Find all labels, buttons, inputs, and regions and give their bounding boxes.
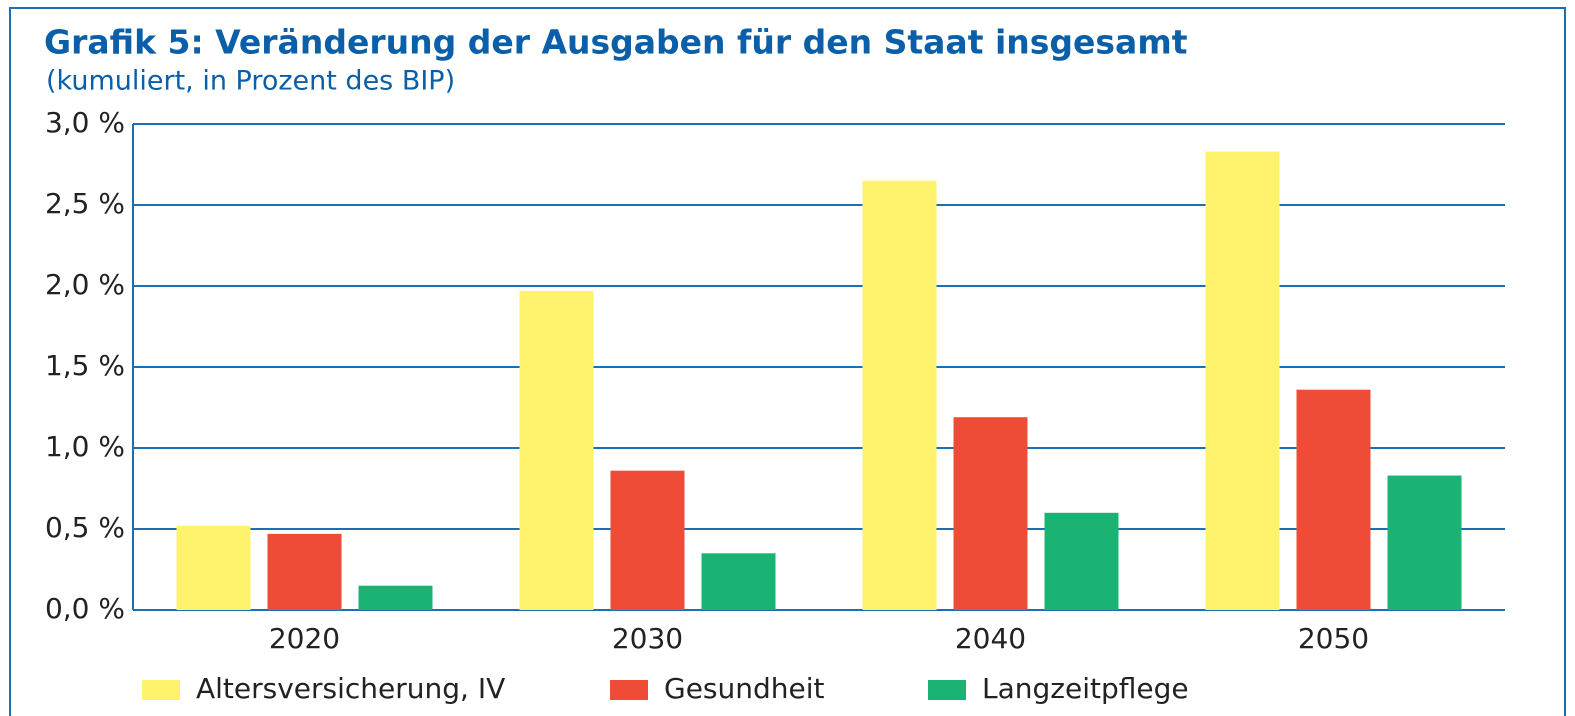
y-tick-label: 1,0 % <box>45 430 125 463</box>
bar <box>519 290 594 610</box>
x-tick-label: 2050 <box>1298 622 1369 655</box>
bar <box>1205 151 1280 611</box>
y-tick-label: 0,0 % <box>45 592 125 625</box>
bar <box>1387 475 1462 610</box>
y-tick-label: 1,5 % <box>45 349 125 382</box>
bar <box>610 470 685 610</box>
y-tick-label: 2,5 % <box>45 187 125 220</box>
bar <box>358 585 433 610</box>
bar <box>701 553 776 610</box>
y-tick-label: 2,0 % <box>45 268 125 301</box>
chart-title: Grafik 5: Veränderung der Ausgaben für d… <box>44 23 1188 62</box>
frame <box>9 7 1566 716</box>
legend-swatch <box>928 680 966 700</box>
y-tick-label: 0,5 % <box>45 511 125 544</box>
bar <box>862 180 937 610</box>
x-tick-label: 2030 <box>612 622 683 655</box>
chart-subtitle: (kumuliert, in Prozent des BIP) <box>46 66 455 97</box>
legend-swatch <box>142 680 180 700</box>
bar <box>1044 512 1119 610</box>
legend-label: Langzeitpflege <box>982 672 1189 705</box>
bar <box>953 417 1028 610</box>
legend-label: Gesundheit <box>664 672 825 705</box>
legend-label: Altersversicherung, IV <box>196 672 505 705</box>
x-tick-label: 2040 <box>955 622 1026 655</box>
x-tick-label: 2020 <box>269 622 340 655</box>
legend-swatch <box>610 680 648 700</box>
bar <box>267 533 342 610</box>
bar <box>176 525 251 610</box>
bar <box>1296 389 1371 610</box>
y-tick-label: 3,0 % <box>45 106 125 139</box>
